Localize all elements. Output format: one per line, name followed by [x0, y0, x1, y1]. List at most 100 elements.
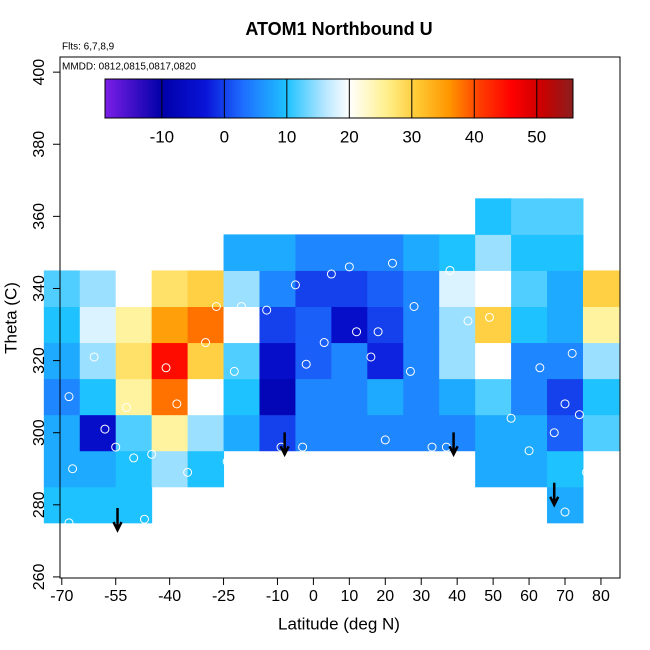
heat-cell [295, 234, 332, 271]
heat-cell [43, 486, 81, 524]
heat-cell [439, 414, 476, 452]
heat-cell [475, 270, 512, 308]
heat-cell [367, 342, 404, 380]
observation-point [147, 449, 157, 459]
heat-cell [187, 378, 225, 416]
y-tick-label: 380 [31, 131, 48, 158]
heat-cell [115, 450, 153, 488]
y-tick-label: 280 [31, 491, 48, 518]
observation-point [229, 366, 239, 376]
heat-cell [259, 378, 296, 416]
heat-cell [295, 270, 332, 308]
x-tick-label: 40 [448, 588, 466, 605]
heat-cell [475, 306, 512, 344]
observation-point [290, 280, 300, 290]
y-axis-label: Theta (C) [1, 282, 20, 354]
heat-cell [403, 306, 440, 344]
heat-cell [43, 414, 81, 452]
heat-cell [403, 378, 440, 416]
chart-title: ATOM1 Northbound U [245, 19, 432, 39]
heat-cell [43, 270, 81, 308]
colorbar-tick-label: 0 [220, 127, 229, 146]
heat-cell [223, 414, 260, 452]
annotation: MMDD: 0812,0815,0817,0820 [62, 62, 196, 73]
heat-cell [582, 270, 620, 308]
heat-cell [79, 486, 117, 524]
heat-cell [295, 342, 332, 380]
heat-cell [151, 450, 189, 488]
heat-cell [547, 378, 584, 416]
heat-cell [511, 198, 548, 235]
observation-point [161, 363, 171, 373]
heat-cell [79, 306, 117, 344]
x-tick-label: 70 [556, 588, 574, 605]
x-tick-label: 10 [340, 588, 358, 605]
observation-point [222, 457, 232, 467]
heat-cell [115, 378, 153, 416]
heat-cell [151, 306, 189, 344]
heat-cell [511, 342, 548, 380]
heat-cell [223, 270, 260, 308]
heat-cell [43, 378, 81, 416]
colorbar-tick-label: 10 [277, 127, 296, 146]
heat-cell [151, 414, 189, 452]
y-tick-label: 340 [31, 275, 48, 302]
observation-point [409, 302, 419, 312]
x-tick-label: 50 [484, 588, 502, 605]
heat-cell [403, 342, 440, 380]
heat-cell [79, 414, 117, 452]
observation-point [380, 435, 390, 445]
heat-cell [367, 378, 404, 416]
heat-cell [439, 270, 476, 308]
heat-cell [187, 306, 225, 344]
x-tick-label: 30 [412, 588, 430, 605]
heat-cell [439, 234, 476, 271]
colorbar-tick-label: 30 [402, 127, 421, 146]
observation-point [301, 359, 311, 369]
heat-cell [475, 378, 512, 416]
heat-cell [331, 342, 368, 380]
heat-cell [367, 234, 404, 271]
observation-point [298, 442, 308, 452]
heat-cell [331, 378, 368, 416]
heat-cell [259, 270, 296, 308]
observation-point [549, 428, 559, 438]
observation-point [445, 265, 455, 275]
heat-cell [403, 234, 440, 271]
observation-point [172, 399, 182, 409]
observation-point [326, 269, 336, 279]
y-tick-label: 320 [31, 347, 48, 374]
observation-point [463, 316, 473, 326]
heat-cell [187, 342, 225, 380]
arrow [448, 432, 459, 458]
observation-point [344, 262, 354, 272]
heat-cell [511, 414, 548, 452]
colorbar-tick-label: 50 [527, 127, 546, 146]
heat-cell [582, 378, 620, 416]
heat-cell [79, 270, 117, 308]
observation-point [100, 424, 110, 434]
heat-cell [151, 342, 189, 380]
heat-cell [582, 306, 620, 344]
heat-cell [151, 270, 189, 308]
observation-point [560, 507, 570, 517]
heat-cell [115, 270, 153, 308]
heat-cell [259, 234, 296, 271]
heat-cell [367, 270, 404, 308]
observation-point [427, 442, 437, 452]
heat-cell [331, 414, 368, 452]
heat-cell [547, 486, 584, 524]
observation-point [211, 302, 221, 312]
observation-point [262, 305, 272, 315]
x-axis-label: Latitude (deg N) [278, 614, 400, 633]
heat-cell [547, 414, 584, 452]
heat-cell [223, 306, 260, 344]
heat-cell [115, 342, 153, 380]
x-tick-label: 60 [520, 588, 538, 605]
observation-point [121, 402, 131, 412]
x-tick-label: -40 [158, 588, 181, 605]
heat-cell [547, 306, 584, 344]
heat-cell [367, 306, 404, 344]
x-tick-label: 20 [376, 588, 394, 605]
